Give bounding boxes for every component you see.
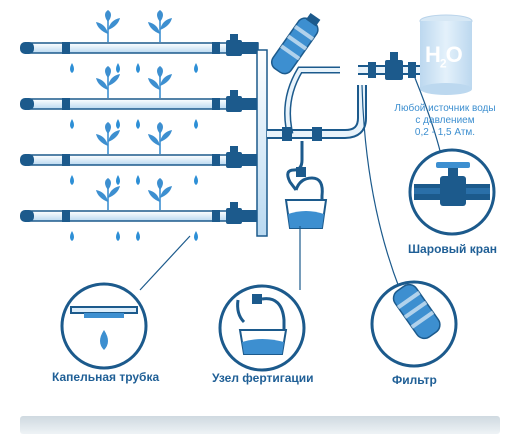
- plant-leaf: [96, 78, 108, 90]
- water-drop: [116, 63, 120, 73]
- tube-end-cap: [20, 98, 34, 110]
- ball-valve-callout: [408, 148, 496, 236]
- row-valve: [226, 40, 242, 56]
- drip-tube: [25, 154, 259, 166]
- tube-end-cap: [20, 210, 34, 222]
- plant-leaf: [160, 130, 172, 142]
- h2o-o: O: [445, 42, 463, 67]
- plant-leaf: [105, 122, 111, 134]
- plant-leaf: [108, 130, 120, 142]
- ball-valve-label: Шаровый кран: [408, 242, 497, 256]
- water-drop: [136, 63, 140, 73]
- water-drop: [136, 175, 140, 185]
- row-valve: [226, 96, 242, 112]
- row-valve: [226, 208, 242, 224]
- source-note-line-3: 0,2 - 1,5 Атм.: [414, 127, 476, 138]
- source-note: Любой источник воды с давлением 0,2 - 1,…: [385, 103, 505, 139]
- water-drop: [70, 63, 74, 73]
- water-drop: [194, 175, 198, 185]
- tube-joint: [212, 98, 220, 110]
- drip-tube: [25, 210, 259, 222]
- manifold-connector: [242, 154, 258, 166]
- plant-leaf: [105, 178, 111, 190]
- plant-leaf: [108, 18, 120, 30]
- h2o-sub: 2: [439, 56, 447, 71]
- manifold-connector: [242, 98, 258, 110]
- tube-joint: [62, 42, 70, 54]
- drip-tube-label: Капельная трубка: [52, 370, 160, 384]
- source-note-line-1: Любой источник воды: [394, 103, 496, 114]
- row-valve-handle: [230, 146, 238, 152]
- drip-tube: [25, 42, 259, 54]
- plant-leaf: [160, 74, 172, 86]
- water-drop: [116, 119, 120, 129]
- water-tank: [419, 14, 473, 95]
- bottom-shadow: [20, 416, 500, 434]
- fertigation-label: Узел фертигации: [212, 371, 314, 385]
- plant-leaf: [105, 10, 111, 22]
- water-drop: [194, 63, 198, 73]
- plant-leaf: [157, 10, 163, 22]
- water-drop: [70, 119, 74, 129]
- water-drop: [136, 231, 140, 241]
- supply-pipe: [267, 52, 420, 141]
- water-drop: [194, 231, 198, 241]
- tube-joint: [62, 154, 70, 166]
- manifold-connector: [242, 210, 258, 222]
- drip-lines: [20, 10, 259, 241]
- water-drop: [70, 231, 74, 241]
- plant-leaf: [148, 134, 160, 146]
- fertigation-unit: [284, 141, 328, 229]
- row-valve: [226, 152, 242, 168]
- plant-leaf: [160, 186, 172, 198]
- fertigation-callout: [218, 284, 306, 372]
- plant-leaf: [108, 74, 120, 86]
- manifold-connector: [242, 42, 258, 54]
- filter-label: Фильтр: [392, 373, 437, 387]
- plant-leaf: [96, 22, 108, 34]
- row-valve-handle: [230, 90, 238, 96]
- filter-callout: [370, 280, 458, 368]
- drip-tube: [25, 98, 259, 110]
- tube-end-cap: [20, 42, 34, 54]
- plant-leaf: [96, 134, 108, 146]
- plant-leaf: [148, 78, 160, 90]
- plant-leaf: [157, 178, 163, 190]
- plant-leaf: [105, 66, 111, 78]
- row-valve-handle: [230, 34, 238, 40]
- plant-leaf: [157, 66, 163, 78]
- water-drop: [194, 119, 198, 129]
- tube-end-cap: [20, 154, 34, 166]
- water-drop: [136, 119, 140, 129]
- water-drop: [70, 175, 74, 185]
- filter-unit: [270, 12, 321, 75]
- tube-joint: [212, 154, 220, 166]
- tube-joint: [212, 210, 220, 222]
- water-drop: [116, 175, 120, 185]
- plant-leaf: [160, 18, 172, 30]
- h2o-h: H: [425, 42, 441, 67]
- drip-tube-callout: [60, 282, 148, 370]
- plant-leaf: [108, 186, 120, 198]
- h2o-label: H2O: [425, 42, 463, 71]
- row-valve-handle: [230, 202, 238, 208]
- tube-joint: [212, 42, 220, 54]
- source-note-line-2: с давлением: [415, 115, 475, 126]
- plant-leaf: [148, 22, 160, 34]
- tube-joint: [62, 210, 70, 222]
- water-drop: [116, 231, 120, 241]
- manifold: [256, 49, 268, 237]
- plant-leaf: [157, 122, 163, 134]
- plant-leaf: [96, 190, 108, 202]
- plant-leaf: [148, 190, 160, 202]
- tube-joint: [62, 98, 70, 110]
